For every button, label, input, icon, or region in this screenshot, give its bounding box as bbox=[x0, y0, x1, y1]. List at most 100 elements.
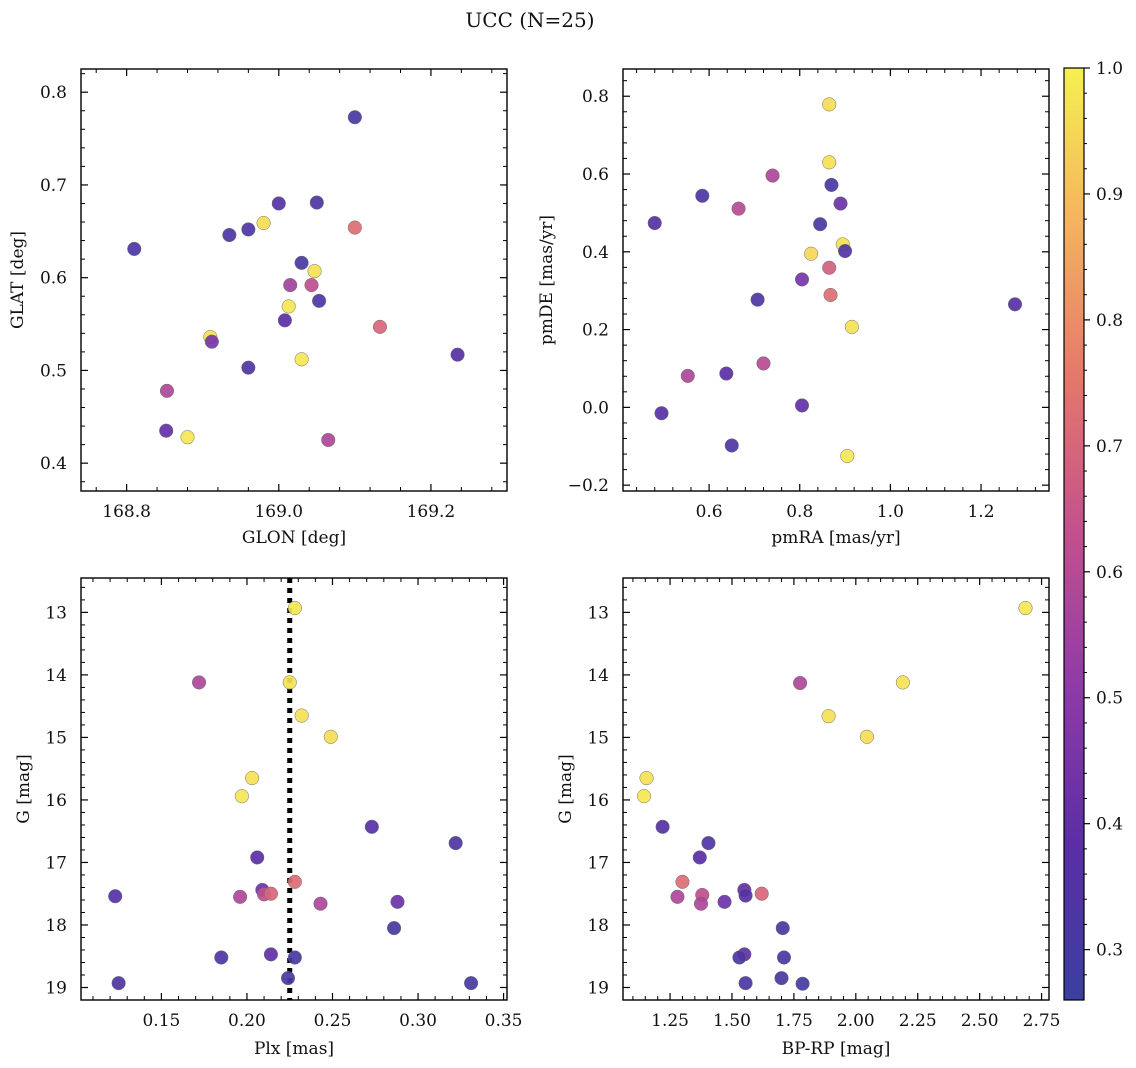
scatter-point bbox=[732, 950, 747, 965]
colorbar-tick-label: 0.7 bbox=[1096, 437, 1123, 457]
scatter-point bbox=[895, 675, 910, 690]
figure-title: UCC (N=25) bbox=[465, 8, 594, 32]
scatter-point bbox=[637, 789, 652, 804]
scatter-point bbox=[294, 708, 309, 723]
scatter-point bbox=[234, 789, 249, 804]
y-tick-label: 0.4 bbox=[582, 243, 609, 263]
x-tick-label: 0.8 bbox=[786, 502, 813, 522]
scatter-point bbox=[654, 406, 669, 421]
scatter-point bbox=[283, 278, 298, 293]
colorbar-tick-label: 0.9 bbox=[1096, 185, 1123, 205]
scatter-point bbox=[309, 195, 324, 210]
scatter-point bbox=[245, 771, 260, 786]
scatter-points bbox=[637, 600, 1033, 991]
x-tick-label: 0.30 bbox=[399, 1011, 437, 1031]
axis-ticks: 0.6 0.8 1.0 1.2 −0.2 0.0 0.2 0.4 0.6 0.8 bbox=[568, 69, 1049, 522]
y-axis-label: pmDE [mas/yr] bbox=[537, 215, 557, 345]
colorbar-tick-label: 1.0 bbox=[1096, 59, 1123, 79]
scatter-point bbox=[794, 272, 810, 287]
colorbar-tick-label: 0.5 bbox=[1096, 689, 1123, 709]
scatter-point bbox=[822, 97, 837, 112]
y-axis-label: G [mag] bbox=[14, 754, 34, 823]
scatter-point bbox=[804, 246, 819, 261]
scatter-point bbox=[844, 319, 859, 334]
y-tick-label: 17 bbox=[45, 853, 67, 873]
plot-frame bbox=[622, 577, 1050, 1001]
scatter-point bbox=[364, 819, 379, 834]
scatter-point bbox=[214, 950, 229, 965]
colorbar-gradient bbox=[1063, 67, 1085, 1001]
scatter-point bbox=[738, 888, 753, 903]
y-tick-label: 0.5 bbox=[40, 361, 67, 381]
scatter-point bbox=[180, 430, 195, 445]
scatter-point bbox=[263, 886, 278, 901]
scatter-point bbox=[250, 850, 265, 865]
scatter-point bbox=[287, 600, 302, 616]
scatter-point bbox=[774, 971, 789, 986]
scatter-point bbox=[1007, 297, 1023, 312]
y-tick-label: 14 bbox=[587, 666, 609, 686]
panel-pmra-pmde: 0.6 0.8 1.0 1.2 −0.2 0.0 0.2 0.4 0.6 0.8 pmRA [ma… bbox=[537, 68, 1050, 548]
x-tick-label: 0.15 bbox=[142, 1011, 180, 1031]
x-tick-label: 169.0 bbox=[254, 502, 303, 522]
y-tick-label: 0.4 bbox=[40, 454, 67, 474]
y-tick-label: 14 bbox=[45, 666, 67, 686]
scatter-point bbox=[313, 896, 328, 911]
scatter-point bbox=[840, 448, 855, 464]
panel-glon-glat: 168.8 169.0 169.2 0.4 0.5 0.6 0.7 0.8 GLON [deg… bbox=[8, 68, 508, 548]
y-tick-label: 0.2 bbox=[582, 321, 609, 341]
scatter-point bbox=[680, 368, 695, 383]
scatter-points bbox=[127, 110, 465, 448]
plot-frame bbox=[80, 68, 508, 492]
axis-ticks: 0.15 0.20 0.25 0.30 0.35 13 14 15 16 17 18 19 bbox=[45, 578, 523, 1031]
x-axis-label: BP-RP [mag] bbox=[782, 1039, 891, 1059]
scatter-point bbox=[277, 313, 292, 328]
x-tick-label: 2.25 bbox=[899, 1011, 937, 1031]
scatter-point bbox=[294, 255, 309, 270]
scatter-point bbox=[271, 196, 286, 211]
axis-ticks: 1.25 1.50 1.75 2.00 2.25 2.50 2.75 13 14 15 16 17 18… bbox=[587, 578, 1060, 1031]
colorbar-tick-label: 0.3 bbox=[1096, 941, 1123, 961]
y-tick-label: 15 bbox=[45, 728, 67, 748]
y-axis-label: G [mag] bbox=[556, 754, 576, 823]
y-axis-label: GLAT [deg] bbox=[8, 231, 28, 329]
scatter-point bbox=[719, 366, 734, 381]
scatter-points bbox=[108, 600, 479, 991]
scatter-point bbox=[824, 177, 839, 192]
scatter-point bbox=[347, 110, 362, 125]
scatter-point bbox=[813, 217, 828, 232]
scatter-point bbox=[776, 950, 792, 965]
scatter-point bbox=[823, 287, 838, 303]
scatter-point bbox=[795, 976, 810, 991]
scatter-point bbox=[448, 836, 463, 851]
scatter-point bbox=[693, 896, 709, 911]
scatter-point bbox=[241, 222, 256, 237]
x-tick-label: 1.0 bbox=[877, 502, 904, 522]
y-tick-label: 13 bbox=[587, 603, 609, 623]
scatter-point bbox=[450, 347, 465, 362]
scatter-point bbox=[233, 889, 248, 904]
x-tick-label: 1.25 bbox=[651, 1011, 689, 1031]
scatter-point bbox=[321, 432, 336, 448]
scatter-point bbox=[675, 874, 690, 889]
scatter-point bbox=[821, 709, 836, 724]
colorbar: 0.3 0.4 0.5 0.6 0.7 0.8 0.9 1.0 bbox=[1063, 59, 1123, 1001]
scatter-point bbox=[372, 319, 388, 334]
scatter-point bbox=[222, 227, 237, 243]
x-tick-label: 0.20 bbox=[228, 1011, 266, 1031]
scatter-point bbox=[756, 356, 771, 371]
scatter-point bbox=[833, 196, 848, 211]
x-axis-label: pmRA [mas/yr] bbox=[771, 528, 900, 548]
scatter-point bbox=[775, 921, 790, 936]
scatter-point bbox=[256, 215, 271, 231]
colorbar-tick-label: 0.4 bbox=[1096, 815, 1123, 835]
x-tick-label: 2.50 bbox=[961, 1011, 999, 1031]
x-tick-label: 1.2 bbox=[967, 502, 994, 522]
scatter-point bbox=[655, 819, 670, 834]
y-tick-label: −0.2 bbox=[568, 476, 609, 496]
x-tick-label: 1.50 bbox=[713, 1011, 751, 1031]
y-tick-label: 13 bbox=[45, 603, 67, 623]
x-tick-label: 2.00 bbox=[837, 1011, 875, 1031]
scatter-point bbox=[312, 293, 327, 308]
